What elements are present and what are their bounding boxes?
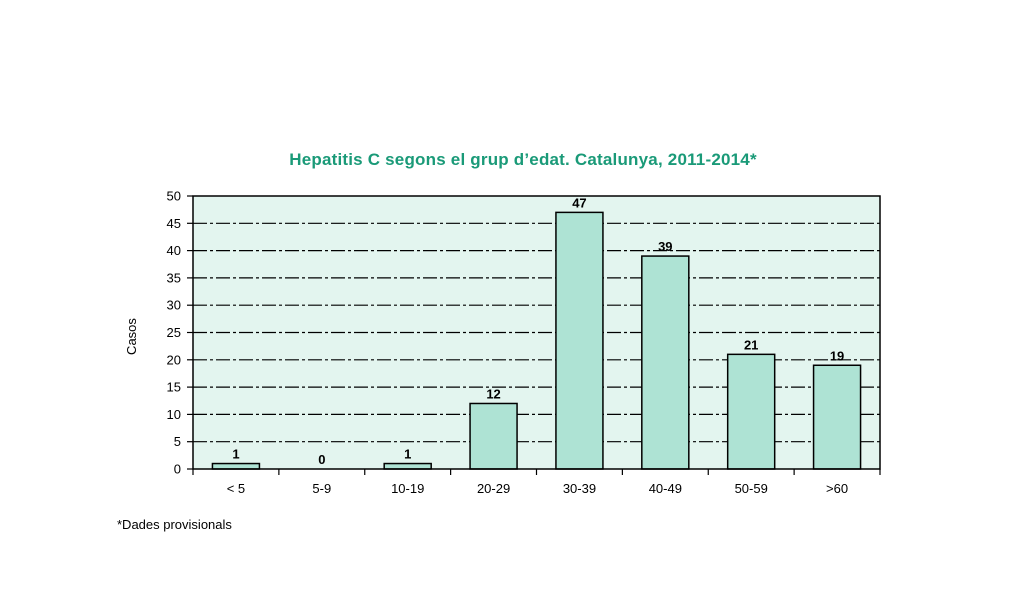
chart-title: Hepatitis C segons el grup d’edat. Catal… [289, 150, 757, 169]
x-tick-label: < 5 [227, 481, 245, 496]
y-tick-label: 15 [167, 380, 181, 395]
y-tick-label: 25 [167, 325, 181, 340]
y-tick-label: 45 [167, 216, 181, 231]
data-labels: 1 0 1 12 47 39 21 19 [232, 195, 844, 467]
y-tick-label: 5 [174, 434, 181, 449]
y-tick-label: 50 [167, 189, 181, 204]
bar [469, 402, 518, 470]
x-tick-label: 10-19 [391, 481, 424, 496]
y-tick-label: 10 [167, 407, 181, 422]
y-tick-label: 35 [167, 270, 181, 285]
plot-frame [192, 195, 881, 470]
y-axis-ticks: 0 5 10 15 20 25 30 35 40 45 50 [167, 189, 193, 477]
bar [383, 462, 432, 470]
y-axis-label: Casos [124, 318, 139, 355]
x-tick-label: 20-29 [477, 481, 510, 496]
bar [812, 364, 862, 470]
bar [555, 211, 604, 470]
x-tick-label: 30-39 [563, 481, 596, 496]
x-tick-label: 50-59 [735, 481, 768, 496]
y-tick-label: 30 [167, 298, 181, 313]
data-label: 19 [830, 348, 844, 363]
data-label: 0 [318, 452, 325, 467]
y-tick-label: 20 [167, 352, 181, 367]
bar [211, 462, 261, 470]
data-label: 47 [572, 195, 586, 210]
y-tick-label: 40 [167, 243, 181, 258]
x-tick-label: 40-49 [649, 481, 682, 496]
x-axis-ticks: < 5 5-9 10-19 20-29 30-39 40-49 50-59 >60 [192, 469, 881, 496]
data-label: 39 [658, 239, 672, 254]
y-tick-label: 0 [174, 462, 181, 477]
data-label: 12 [486, 386, 500, 401]
bars [211, 211, 862, 470]
data-label: 1 [232, 447, 239, 462]
data-label: 21 [744, 337, 758, 352]
bar [726, 353, 776, 470]
x-tick-label: 5-9 [312, 481, 331, 496]
data-label: 1 [404, 447, 411, 462]
footnote: *Dades provisionals [117, 517, 232, 532]
bar [641, 255, 690, 470]
x-tick-label: >60 [826, 481, 848, 496]
